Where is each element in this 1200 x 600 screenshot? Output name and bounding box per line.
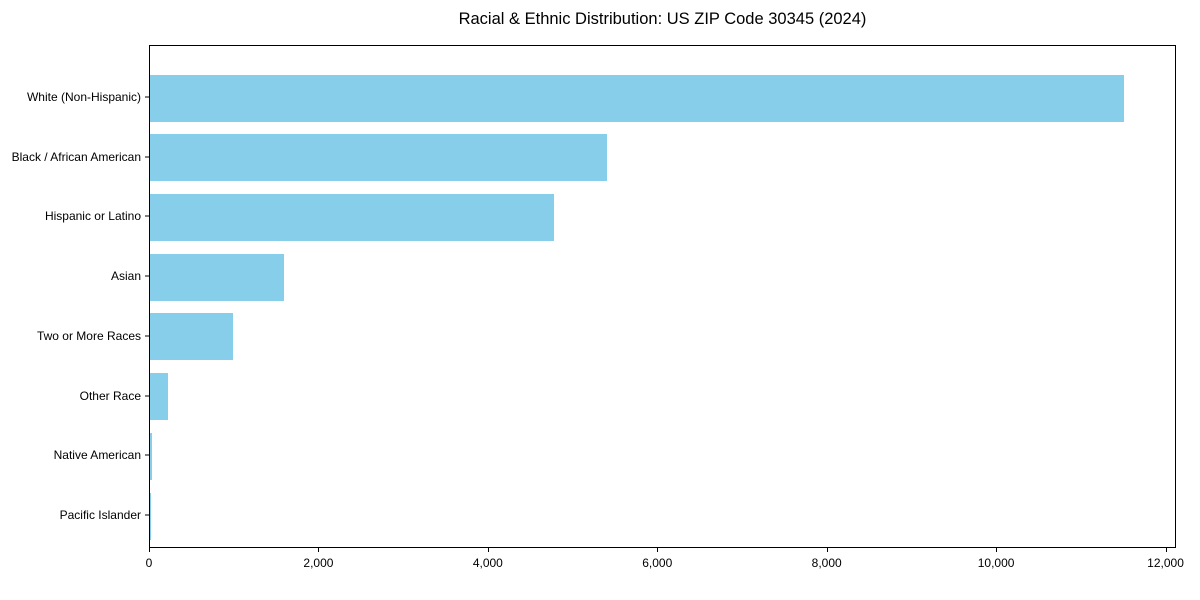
bar <box>150 253 284 301</box>
y-tick-label: Other Race <box>79 388 141 403</box>
x-tick-label: 12,000 <box>1147 556 1184 570</box>
y-tick-label: Black / African American <box>11 149 141 164</box>
bar <box>150 134 608 182</box>
x-tick-mark <box>996 548 998 552</box>
y-tick-mark <box>145 215 149 217</box>
bar <box>150 373 168 421</box>
x-tick-label: 6,000 <box>642 556 673 570</box>
y-tick-label: Native American <box>53 448 141 463</box>
y-tick-label: Asian <box>110 269 141 284</box>
chart-title: Racial & Ethnic Distribution: US ZIP Cod… <box>458 10 867 28</box>
y-tick-mark <box>145 335 149 337</box>
y-tick-mark <box>145 275 149 277</box>
y-tick-label: Hispanic or Latino <box>44 209 141 224</box>
x-tick-mark <box>487 548 489 552</box>
bar <box>150 492 151 540</box>
x-tick-mark <box>657 548 659 552</box>
y-tick-mark <box>145 156 149 158</box>
x-tick-label: 10,000 <box>977 556 1015 570</box>
x-tick-label: 4,000 <box>472 556 503 570</box>
y-tick-mark <box>145 96 149 98</box>
y-tick-mark <box>145 454 149 456</box>
bar <box>150 432 153 480</box>
y-tick-label: White (Non-Hispanic) <box>26 90 141 104</box>
y-tick-label: Two or More Races <box>36 328 141 343</box>
x-tick-mark <box>149 548 150 552</box>
bar <box>150 193 555 241</box>
x-tick-mark <box>826 548 828 552</box>
bar <box>150 74 1125 122</box>
x-tick-label: 0 <box>145 556 153 570</box>
x-tick-label: 8,000 <box>811 556 842 570</box>
x-tick-label: 2,000 <box>303 556 334 570</box>
y-tick-label: Pacific Islander <box>59 508 141 522</box>
plot-area <box>149 45 1176 548</box>
x-tick-mark <box>318 548 320 552</box>
y-tick-mark <box>145 514 149 516</box>
bar <box>150 313 233 361</box>
y-tick-mark <box>145 395 149 397</box>
x-tick-mark <box>1165 548 1167 552</box>
